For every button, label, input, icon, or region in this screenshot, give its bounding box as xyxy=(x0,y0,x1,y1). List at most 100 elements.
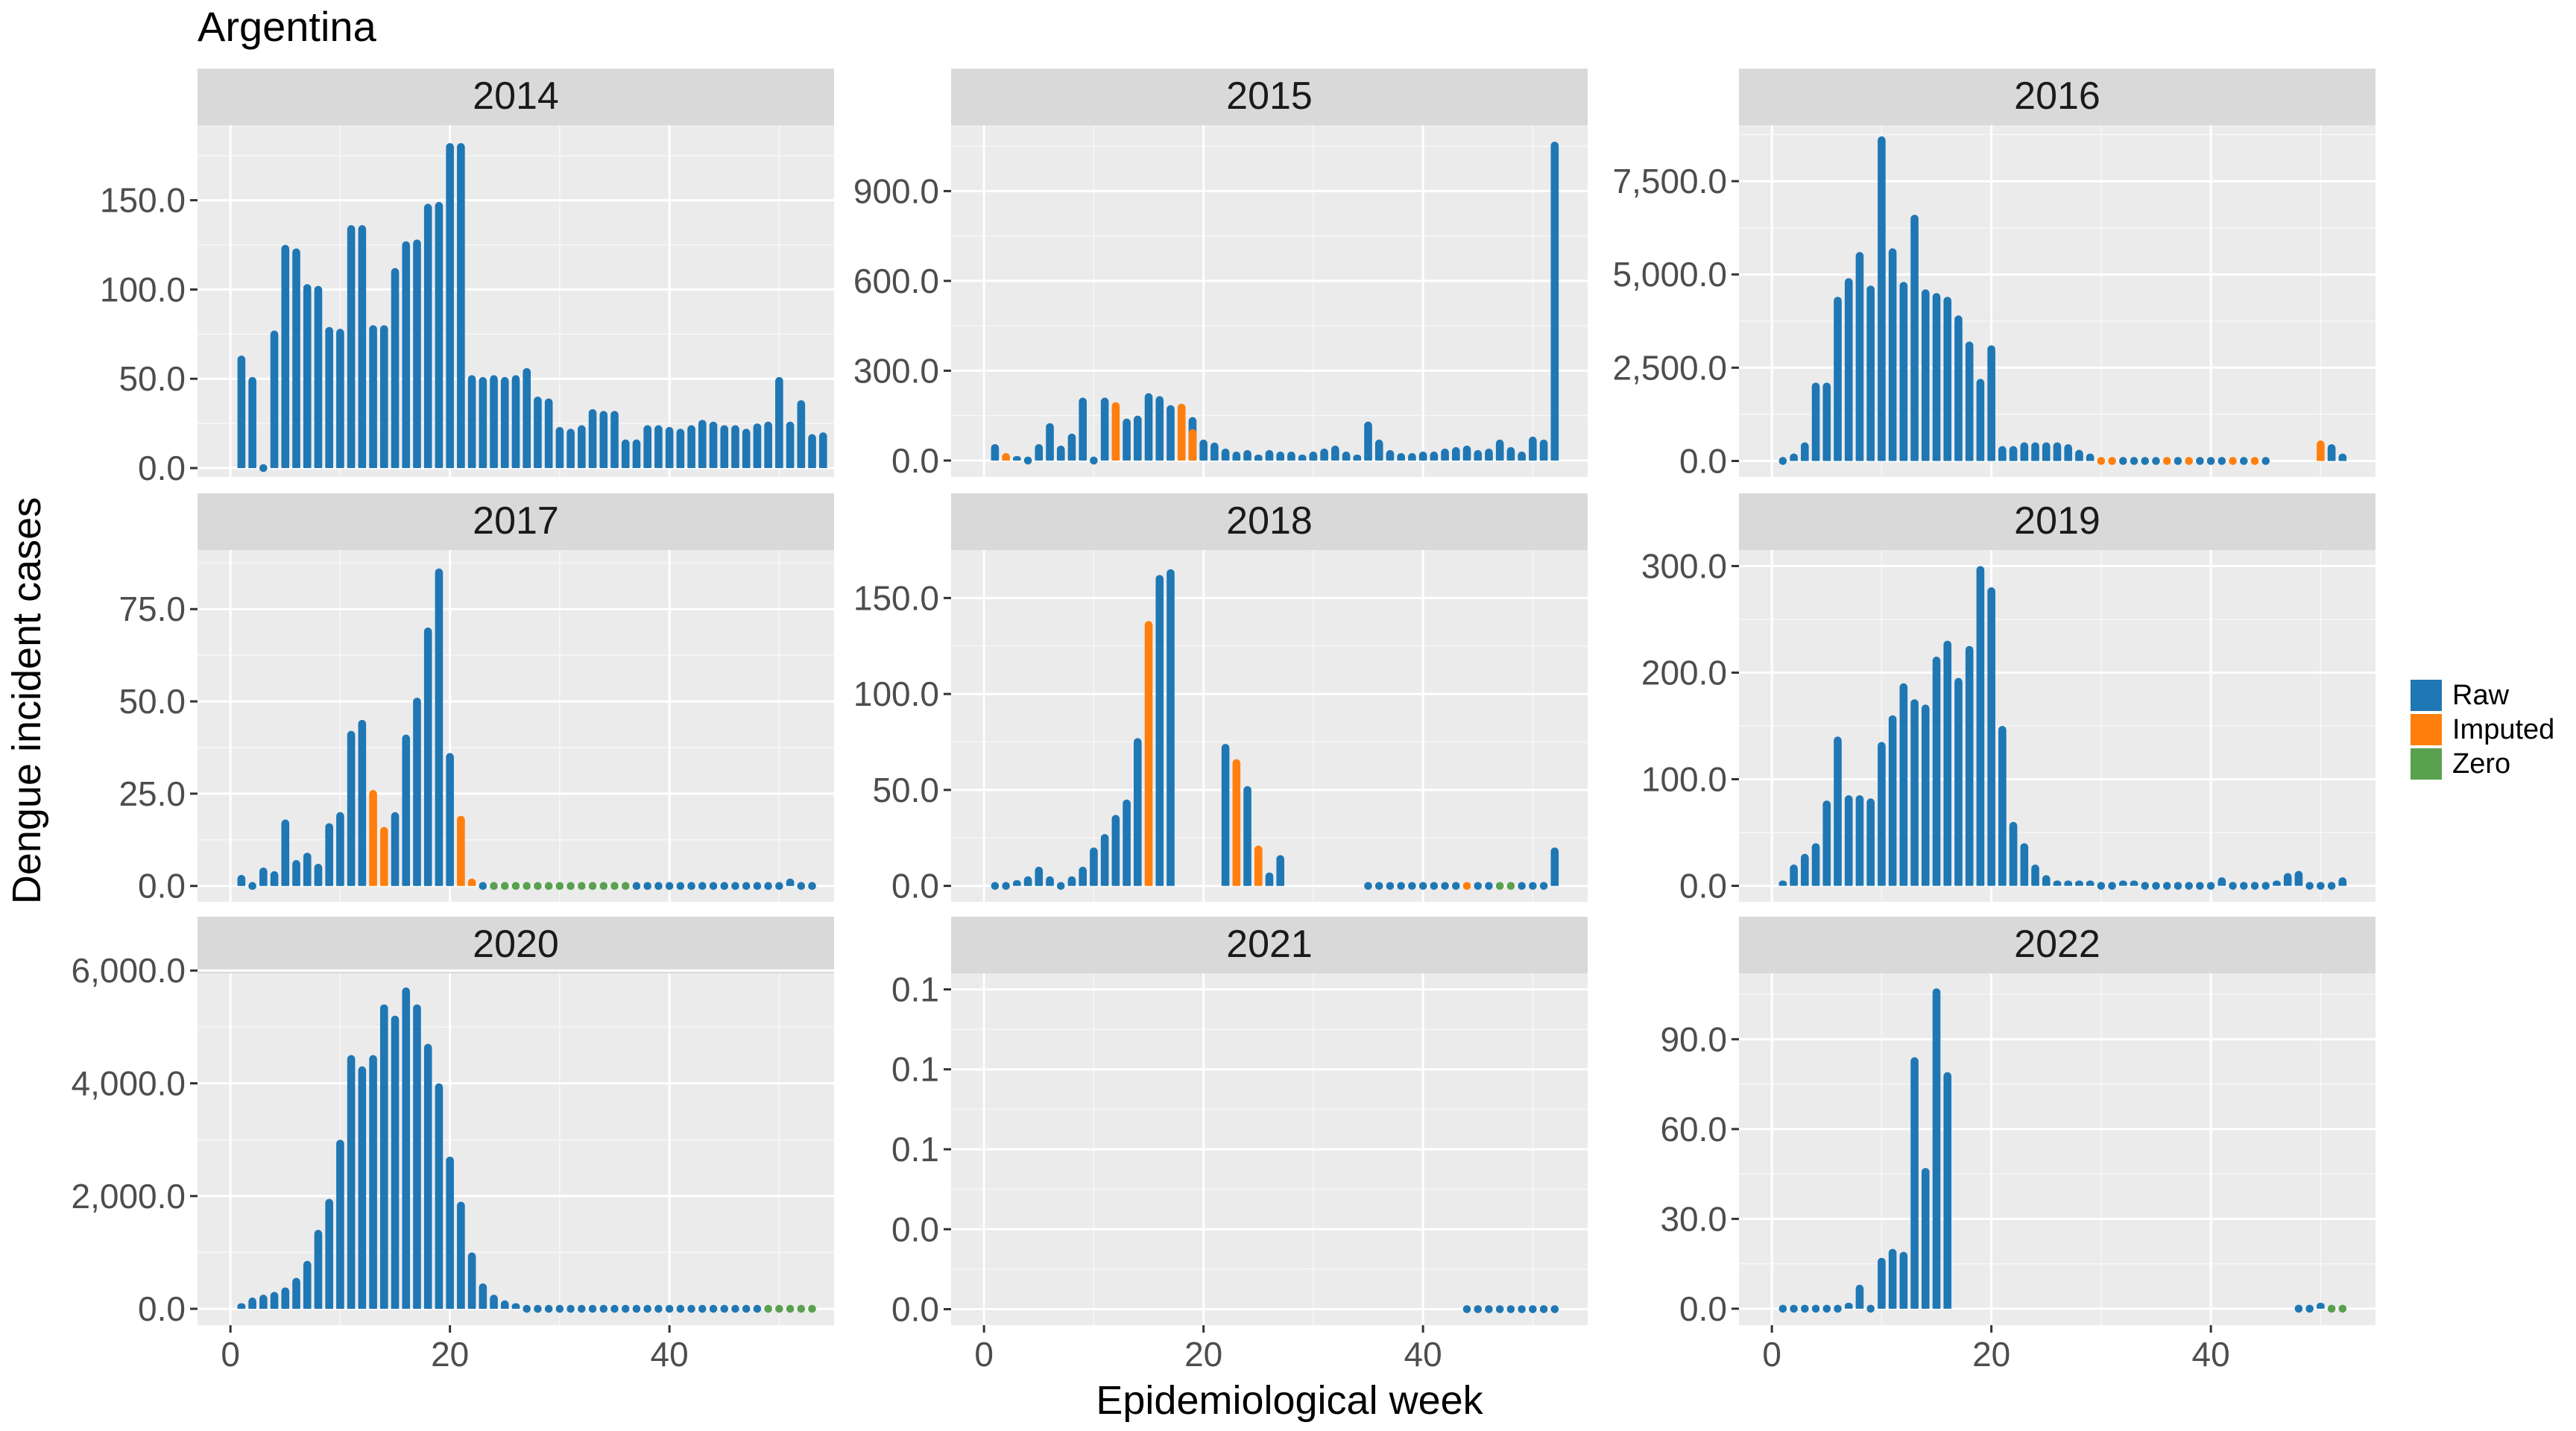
raw-bar-base xyxy=(358,1304,367,1310)
raw-bar xyxy=(1922,704,1930,886)
raw-bar-base xyxy=(1506,456,1515,461)
raw-bar xyxy=(991,882,1000,890)
raw-bar-base xyxy=(2119,882,2127,886)
raw-bar xyxy=(566,429,575,469)
raw-bar xyxy=(2196,457,2204,465)
raw-bar-base xyxy=(1254,457,1263,461)
raw-bar-base xyxy=(259,1304,268,1310)
panel-background xyxy=(1739,973,2375,1325)
raw-bar xyxy=(292,1277,300,1310)
raw-bar-base xyxy=(259,882,268,886)
raw-bar xyxy=(1811,1304,1820,1313)
raw-bar xyxy=(1811,843,1820,886)
y-tick-label: 100.0 xyxy=(1641,760,1727,799)
zero-point xyxy=(797,1304,806,1313)
raw-bar-base xyxy=(818,464,827,469)
raw-bar xyxy=(709,882,718,891)
raw-bar-base xyxy=(281,464,290,469)
raw-bar xyxy=(1539,1305,1548,1313)
raw-bar-base xyxy=(402,882,411,886)
imputed-bar xyxy=(1462,882,1471,890)
panel-background xyxy=(951,125,1588,477)
raw-bar xyxy=(588,408,597,469)
raw-bar-base xyxy=(654,464,663,469)
raw-bar-base xyxy=(1013,458,1021,461)
raw-bar xyxy=(281,1287,290,1310)
zero-point xyxy=(1506,882,1515,890)
raw-bar xyxy=(1790,1304,1798,1313)
panel-2017: 2017 0.0 25.0 50.0 75.0 xyxy=(119,493,834,906)
raw-bar xyxy=(336,812,344,886)
raw-bar-base xyxy=(1353,457,1362,461)
raw-bar-base xyxy=(490,464,498,469)
raw-bar-base xyxy=(1790,882,1798,886)
raw-bar-base xyxy=(1452,456,1460,461)
raw-bar xyxy=(665,882,674,891)
y-tick-label: 6,000.0 xyxy=(72,951,186,990)
raw-bar-base xyxy=(325,882,333,886)
raw-bar xyxy=(1495,1305,1504,1313)
raw-bar-base xyxy=(1320,456,1328,461)
raw-bar xyxy=(457,1201,465,1310)
raw-bar xyxy=(2141,457,2150,465)
raw-bar xyxy=(643,425,651,469)
raw-bar-base xyxy=(1965,457,1974,461)
raw-bar xyxy=(336,329,344,469)
raw-bar xyxy=(566,1304,575,1313)
raw-bar-base xyxy=(281,1304,290,1310)
raw-bar-base xyxy=(314,882,323,886)
raw-bar xyxy=(698,420,707,469)
raw-bar xyxy=(1954,677,1963,886)
raw-bar xyxy=(391,268,400,469)
y-tick-label: 0.0 xyxy=(138,449,186,487)
raw-bar-base xyxy=(303,1304,312,1310)
raw-bar-base xyxy=(1265,882,1274,886)
raw-bar xyxy=(991,443,1000,461)
raw-bar xyxy=(1834,297,1842,461)
raw-bar-base xyxy=(1221,456,1230,461)
raw-bar xyxy=(654,425,663,469)
raw-bar xyxy=(1474,882,1483,890)
raw-bar-base xyxy=(1998,882,2007,886)
y-tick-label: 200.0 xyxy=(1641,653,1727,692)
panel-2021: 2021 0 20 40 0.0 0.0 0.1 0.1 0.1 xyxy=(891,917,1588,1374)
raw-bar xyxy=(1910,699,1919,886)
raw-bar xyxy=(1550,1305,1559,1313)
raw-bar-base xyxy=(1550,882,1559,886)
raw-bar xyxy=(1067,433,1076,461)
raw-bar-base xyxy=(413,1304,421,1310)
raw-bar-base xyxy=(1855,457,1864,461)
raw-bar-base xyxy=(270,1304,279,1310)
raw-bar xyxy=(720,1304,729,1313)
raw-bar-base xyxy=(1167,456,1175,461)
raw-bar-base xyxy=(457,464,465,469)
raw-bar xyxy=(1134,738,1142,886)
raw-bar-base xyxy=(1342,456,1351,461)
raw-bar-base xyxy=(1998,457,2007,461)
raw-bar xyxy=(1474,1305,1483,1313)
raw-bar-base xyxy=(402,1304,411,1310)
zero-point xyxy=(599,882,608,891)
imputed-bar xyxy=(2097,457,2106,465)
zero-point xyxy=(544,882,553,891)
zero-point xyxy=(490,882,498,891)
raw-bar-base xyxy=(248,1304,256,1310)
raw-bar xyxy=(402,241,411,469)
x-tick-label: 40 xyxy=(1404,1335,1442,1374)
raw-bar-base xyxy=(1790,457,1798,461)
legend-label: Imputed xyxy=(2452,714,2554,745)
raw-bar-base xyxy=(1987,457,1995,461)
raw-bar-base xyxy=(1922,457,1930,461)
raw-bar xyxy=(380,325,388,469)
raw-bar xyxy=(270,1292,279,1310)
raw-bar-base xyxy=(1932,882,1941,886)
y-tick-label: 30.0 xyxy=(1660,1199,1727,1238)
raw-bar xyxy=(1550,847,1559,886)
raw-bar xyxy=(665,1304,674,1313)
y-tick-label: 90.0 xyxy=(1660,1020,1727,1058)
facet-strip-label: 2019 xyxy=(2014,499,2100,543)
raw-bar xyxy=(731,1304,739,1313)
raw-bar-base xyxy=(303,882,312,886)
raw-bar xyxy=(380,1004,388,1310)
raw-bar-base xyxy=(1013,882,1021,886)
